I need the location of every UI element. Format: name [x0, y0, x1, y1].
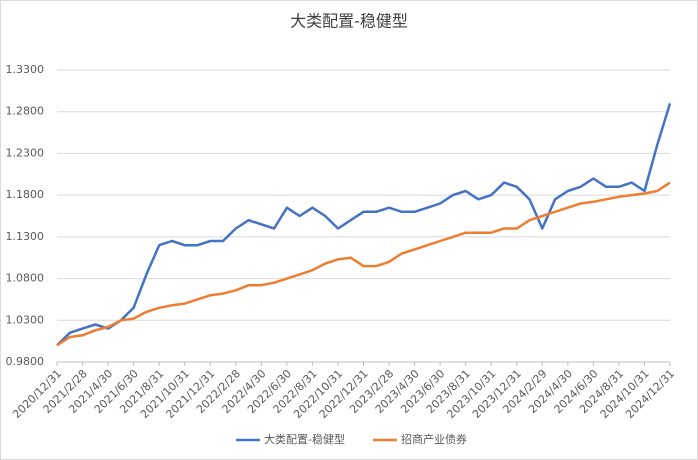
y-tick-label: 1.1800 — [6, 188, 45, 201]
series-line — [56, 181, 671, 347]
y-tick-label: 1.2800 — [6, 105, 45, 118]
y-tick-label: 1.3300 — [6, 63, 45, 76]
series-line — [56, 103, 672, 347]
chart-title: 大类配置-稳健型 — [290, 12, 408, 31]
legend-label: 大类配置-稳健型 — [264, 432, 345, 446]
y-tick-label: 1.0800 — [6, 272, 45, 285]
y-tick-label: 1.0300 — [6, 313, 45, 326]
legend-label: 招商产业债券 — [401, 432, 467, 446]
y-tick-label: 1.1300 — [6, 230, 45, 243]
y-tick-label: 0.9800 — [6, 355, 45, 368]
y-tick-label: 1.2300 — [6, 146, 45, 159]
